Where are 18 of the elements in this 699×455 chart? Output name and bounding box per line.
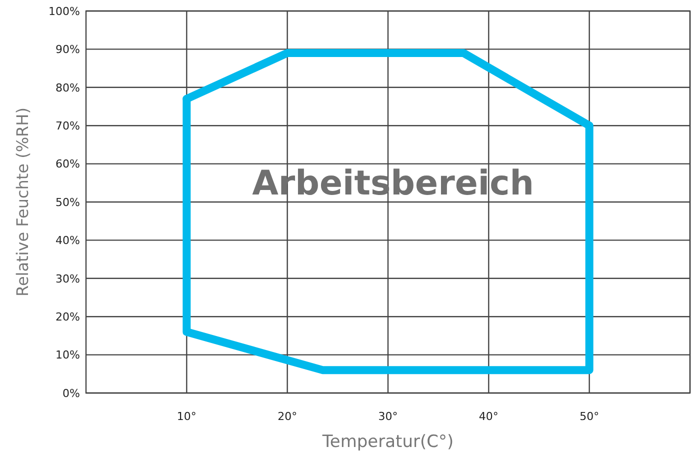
x-tick-label: 40° bbox=[478, 410, 498, 423]
y-tick-label: 50% bbox=[56, 196, 80, 209]
x-axis-title: Temperatur(C°) bbox=[321, 432, 454, 452]
y-tick-label: 0% bbox=[62, 386, 80, 400]
y-tick-label: 60% bbox=[56, 158, 80, 171]
y-tick-label: 90% bbox=[56, 43, 80, 56]
x-tick-label: 30° bbox=[378, 410, 398, 423]
x-tick-label: 50° bbox=[580, 410, 600, 423]
y-axis-title: Relative Feuchte (%RH) bbox=[13, 108, 32, 296]
y-tick-label: 100% bbox=[48, 4, 80, 18]
y-tick-label: 80% bbox=[56, 81, 80, 94]
y-tick-label: 70% bbox=[56, 119, 80, 132]
x-tick-label: 20° bbox=[278, 410, 298, 423]
y-tick-label: 30% bbox=[56, 272, 80, 286]
y-tick-label: 20% bbox=[56, 310, 80, 324]
y-tick-label: 40% bbox=[56, 234, 80, 248]
y-tick-label: 10% bbox=[56, 348, 80, 362]
x-tick-label: 10° bbox=[176, 410, 196, 423]
